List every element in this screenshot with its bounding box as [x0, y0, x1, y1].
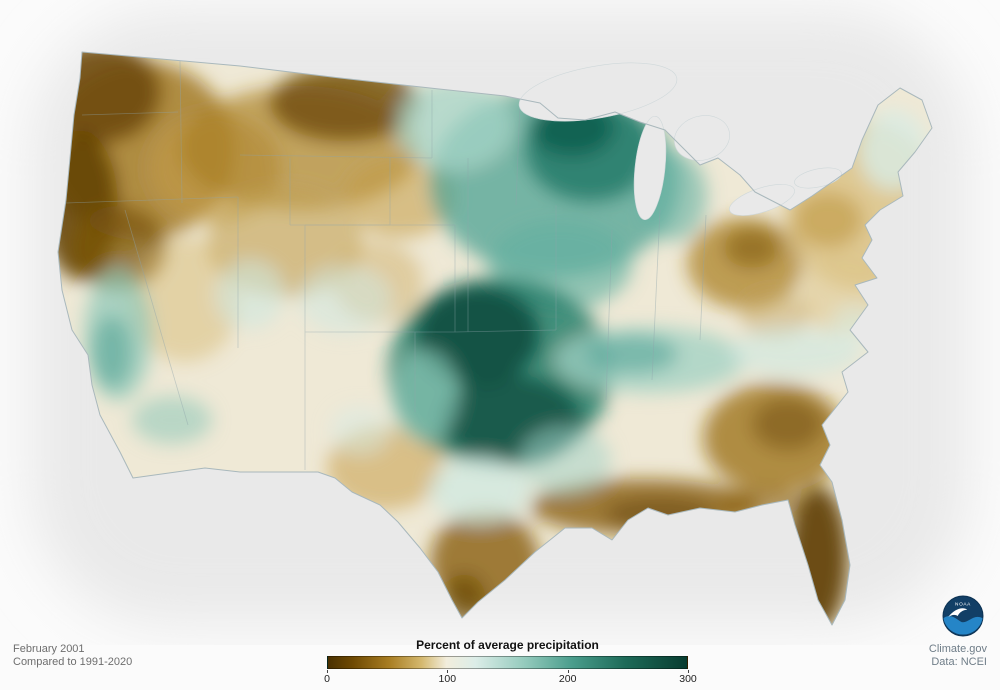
climate-gov-credit: Climate.gov: [928, 643, 987, 655]
noaa-logo: NOAA: [942, 595, 984, 637]
us-precipitation-map: [30, 10, 970, 626]
legend-tickmark: [447, 670, 449, 673]
map-period: February 2001: [13, 643, 85, 655]
legend-tickmark: [327, 670, 328, 673]
noaa-wave-shape: [943, 616, 983, 635]
noaa-gull-shape: [948, 608, 968, 618]
legend-tick-label: 0: [324, 673, 330, 685]
legend-ticks: 0 100 200 300: [324, 670, 697, 686]
legend-tick-label: 100: [438, 673, 457, 685]
legend-tickmark: [688, 670, 689, 673]
source-credits: Climate.gov Data: NCEI: [929, 643, 987, 669]
legend-title: Percent of average precipitation: [416, 638, 599, 652]
legend-colorbar: [327, 656, 688, 669]
legend-tick-label: 200: [558, 673, 577, 685]
map-metadata: February 2001 Compared to 1991-2020: [13, 643, 132, 669]
map-baseline: Compared to 1991-2020: [13, 656, 133, 668]
great-lakes: [518, 62, 842, 221]
noaa-logo-text: NOAA: [955, 602, 971, 608]
data-credit: Data: NCEI: [931, 656, 987, 668]
legend-tick-label: 300: [679, 673, 697, 685]
legend-tickmark: [567, 670, 569, 673]
state-borders: [65, 59, 707, 470]
footer: February 2001 Compared to 1991-2020 Perc…: [0, 638, 1000, 690]
precipitation-raster: [58, 52, 932, 625]
legend: Percent of average precipitation 0 100 2…: [324, 638, 697, 686]
